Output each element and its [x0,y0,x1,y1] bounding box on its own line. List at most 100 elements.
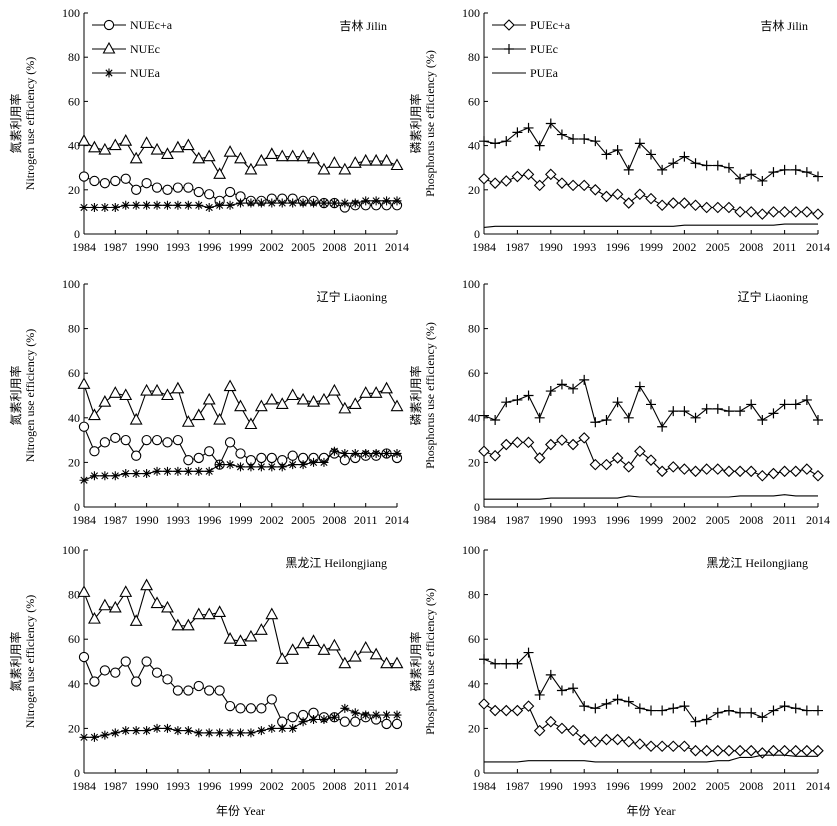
data-point [371,196,381,206]
x-tick-label: 1999 [639,513,663,527]
y-axis-label-cn: 氮素利用率 [8,365,23,425]
x-tick-label: 2011 [354,240,378,254]
data-point [79,202,89,212]
data-point [489,704,501,717]
chart-panel-5: 0 20 40 60 80 100 1984 1987 1990 1993 1996 1999 2002… [8,543,409,793]
data-point [801,705,812,716]
data-point [129,412,143,425]
data-point [266,452,277,464]
data-point [500,175,513,187]
x-tick-label: 1993 [572,240,596,254]
data-point [183,200,193,210]
data-point [757,712,768,723]
x-tick-label: 1984 [72,779,96,793]
data-point [298,717,308,727]
series-NUEa [79,703,402,742]
y-tick-label: 100 [62,277,80,291]
data-point [244,417,258,430]
y-tick-label: 60 [68,94,80,108]
data-point [789,206,802,218]
data-point [319,198,329,208]
data-point [556,434,568,446]
y-tick-label: 20 [468,721,480,735]
data-point [162,466,172,476]
data-point [119,388,133,401]
data-point [348,649,362,662]
data-point [277,723,287,733]
data-point [77,134,91,146]
x-tick-label: 1999 [229,779,253,793]
data-point [545,669,556,680]
data-point [275,149,289,162]
data-point [734,744,746,757]
data-point [78,421,90,432]
data-point [89,446,100,457]
data-point [193,452,204,464]
data-point [668,406,679,417]
data-point [121,726,131,736]
x-tick-label: 1987 [103,240,127,254]
x-tick-label: 1990 [539,513,563,527]
data-point [266,694,277,705]
x-tick-label: 1999 [639,240,663,254]
data-point [142,200,152,210]
region-label: 辽宁 Liaoning [317,289,387,304]
data-point [162,184,173,195]
data-point [89,732,99,742]
data-point [382,448,392,458]
data-point [235,703,246,714]
data-point [88,408,101,421]
data-point [265,147,279,159]
data-point [236,198,245,208]
data-point [579,374,590,385]
x-tick-label: 1996 [606,240,630,254]
data-point [511,170,524,183]
data-point [556,685,567,696]
data-point [131,200,141,210]
data-point [307,395,320,407]
data-point [723,406,734,417]
y-tick-label: 20 [68,721,80,735]
data-point [689,465,702,478]
legend-marker [504,44,514,54]
x-tick-label: 2014 [806,240,830,254]
data-point [590,703,601,714]
data-point [340,198,350,208]
data-point [578,432,590,444]
data-point [319,457,329,467]
y-axis-label-en: Phosphorus use efficiency (%) [423,588,437,735]
data-point [500,438,513,451]
legend-label: PUEc [530,42,558,56]
data-point [679,151,690,162]
data-point [501,136,512,147]
data-point [381,718,392,730]
data-point [267,462,277,472]
data-point [150,596,164,609]
y-tick-label: 20 [468,183,480,197]
data-point [511,704,524,717]
data-point [600,190,613,203]
y-axis-label-en: Nitrogen use efficiency (%) [23,329,37,462]
y-tick-label: 100 [62,6,80,20]
legend-entry: NUEc+a [92,18,173,32]
x-axis-label: 年份 Year [626,804,675,818]
data-point [140,136,154,148]
x-tick-label: 1990 [135,779,159,793]
data-point [183,182,194,193]
data-point [634,188,646,200]
data-point [790,703,801,714]
data-point [512,658,523,669]
data-point [656,465,668,478]
data-point [623,412,634,423]
data-point [110,728,120,738]
y-tick-label: 100 [462,543,480,557]
data-point [545,386,556,397]
legend-label: PUEa [530,66,559,80]
data-point [173,726,183,736]
data-point [723,201,735,214]
data-point [478,172,490,185]
data-point [679,701,690,712]
data-point [634,738,646,750]
data-point [329,446,339,456]
series-NUEc+a [78,651,403,730]
